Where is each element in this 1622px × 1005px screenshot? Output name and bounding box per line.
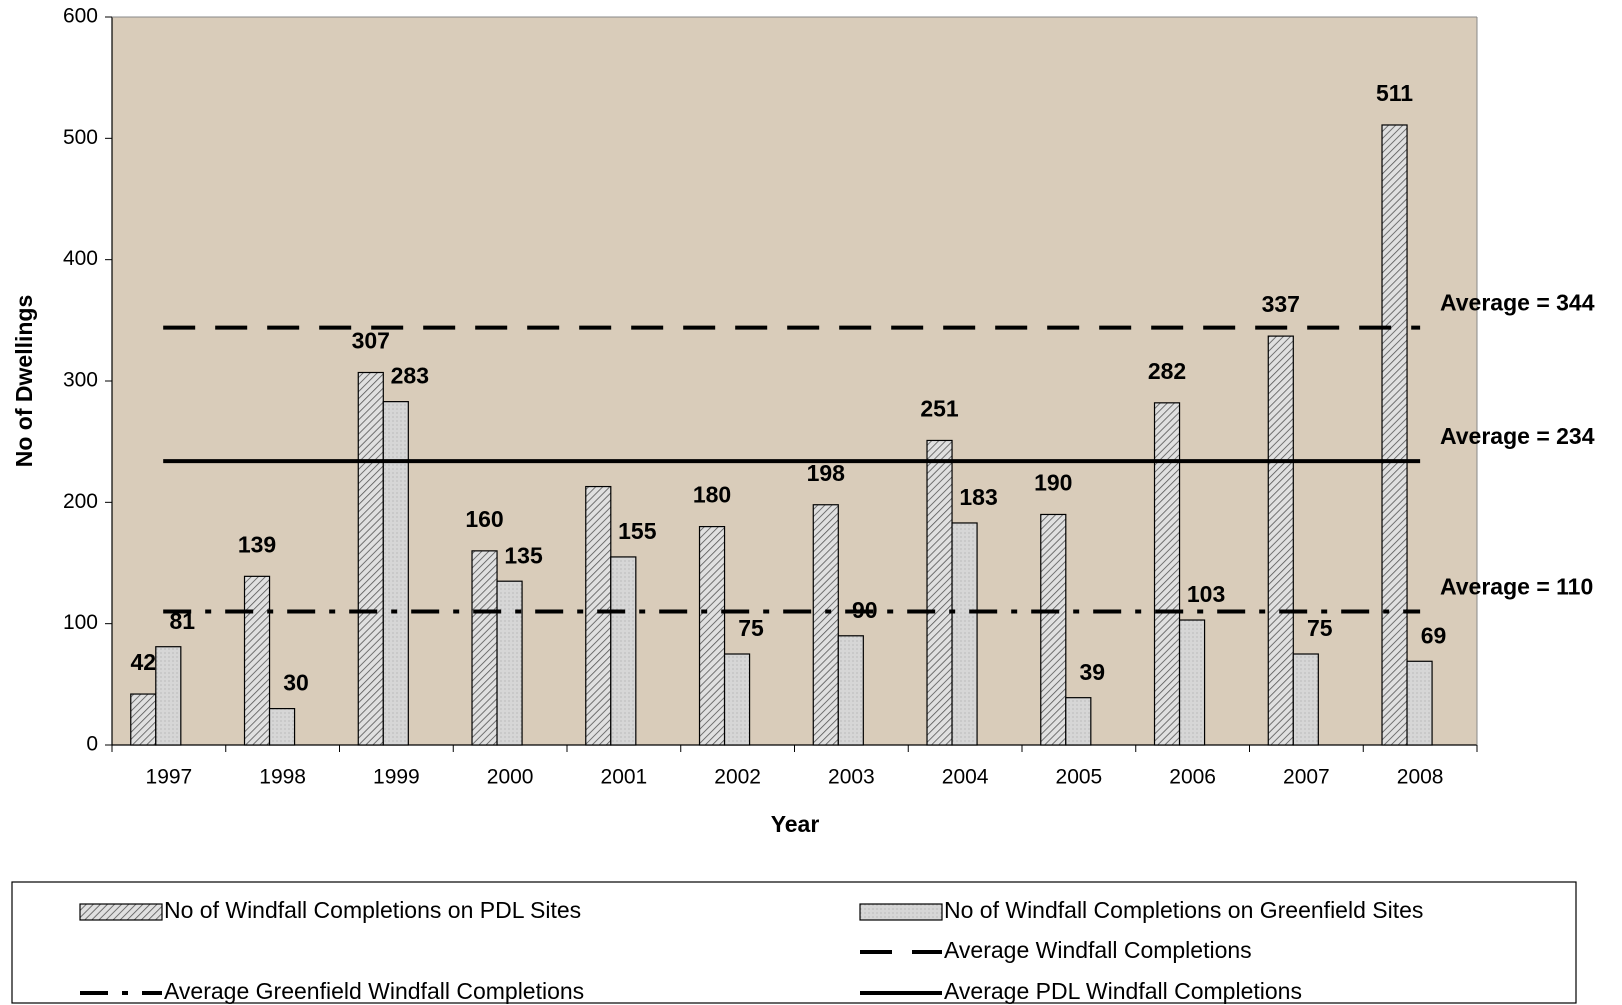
data-label: 283 xyxy=(391,363,429,389)
x-tick-label: 2004 xyxy=(942,766,989,789)
data-label: 39 xyxy=(1080,659,1106,685)
data-label: 30 xyxy=(283,670,309,696)
bar xyxy=(585,485,612,746)
legend xyxy=(11,881,1577,1004)
bar xyxy=(130,693,157,746)
bar xyxy=(926,439,953,746)
x-tick-label: 2007 xyxy=(1283,766,1330,789)
bar xyxy=(1381,124,1408,746)
bar xyxy=(155,646,182,746)
bar xyxy=(837,635,864,746)
bar xyxy=(951,522,978,746)
bar xyxy=(1153,402,1181,746)
data-label: 251 xyxy=(920,396,959,422)
average-label: Average = 234 xyxy=(1440,423,1595,449)
x-tick-label: 1998 xyxy=(259,766,306,789)
data-label: 75 xyxy=(738,615,764,641)
x-tick-label: 1997 xyxy=(146,766,193,789)
x-tick-label: 2001 xyxy=(601,766,648,789)
legend-label: No of Windfall Completions on PDL Sites xyxy=(164,897,581,923)
bar xyxy=(1065,697,1092,746)
data-label: 180 xyxy=(693,482,731,508)
legend-label: Average Windfall Completions xyxy=(944,937,1252,963)
data-label: 307 xyxy=(352,328,390,354)
legend-label: Average PDL Windfall Completions xyxy=(944,978,1302,1004)
average-label: Average = 344 xyxy=(1440,290,1595,316)
bar xyxy=(610,556,637,746)
y-axis-title: No of Dwellings xyxy=(11,295,37,468)
y-tick-label: 0 xyxy=(86,733,98,756)
bar xyxy=(357,371,384,746)
legend-label: No of Windfall Completions on Greenfield… xyxy=(944,897,1423,923)
data-label: 183 xyxy=(959,484,997,510)
bar xyxy=(1178,619,1206,746)
legend-label: Average Greenfield Windfall Completions xyxy=(164,978,584,1004)
x-tick-label: 2008 xyxy=(1397,766,1444,789)
data-label: 42 xyxy=(130,649,156,675)
x-tick-label: 2000 xyxy=(487,766,534,789)
bar xyxy=(471,550,498,746)
bar xyxy=(1406,660,1433,746)
y-tick-label: 600 xyxy=(63,5,98,28)
data-label: 155 xyxy=(618,518,657,544)
bar xyxy=(382,401,409,746)
data-label: 198 xyxy=(807,460,846,486)
bar xyxy=(698,525,726,746)
data-label: 337 xyxy=(1262,291,1300,317)
y-tick-label: 200 xyxy=(63,490,98,513)
bar xyxy=(812,504,839,746)
x-tick-label: 2002 xyxy=(714,766,761,789)
x-tick-label: 2003 xyxy=(828,766,875,789)
data-label: 69 xyxy=(1421,622,1447,648)
data-label: 511 xyxy=(1376,80,1413,106)
x-tick-label: 2005 xyxy=(1056,766,1103,789)
data-label: 103 xyxy=(1187,581,1225,607)
y-tick-label: 400 xyxy=(63,247,98,270)
y-tick-label: 500 xyxy=(63,126,98,149)
bar xyxy=(723,653,751,746)
data-label: 75 xyxy=(1307,615,1333,641)
data-label: 139 xyxy=(238,531,276,557)
bar xyxy=(1267,335,1294,746)
x-tick-label: 2006 xyxy=(1169,766,1216,789)
bar xyxy=(1040,513,1067,746)
plot-area xyxy=(112,17,1477,745)
data-label: 160 xyxy=(465,506,503,532)
legend-swatch xyxy=(79,903,163,921)
data-label: 282 xyxy=(1148,358,1186,384)
x-axis-title: Year xyxy=(771,811,820,837)
average-label: Average = 110 xyxy=(1440,574,1593,600)
y-tick-label: 300 xyxy=(63,369,98,392)
bar xyxy=(496,580,523,746)
bar xyxy=(1292,653,1319,746)
y-tick-label: 100 xyxy=(63,611,98,634)
x-tick-label: 1999 xyxy=(373,766,420,789)
bar xyxy=(243,575,271,746)
data-label: 135 xyxy=(504,542,543,568)
bar xyxy=(268,707,296,746)
data-label: 190 xyxy=(1034,470,1072,496)
legend-swatch xyxy=(859,903,943,921)
